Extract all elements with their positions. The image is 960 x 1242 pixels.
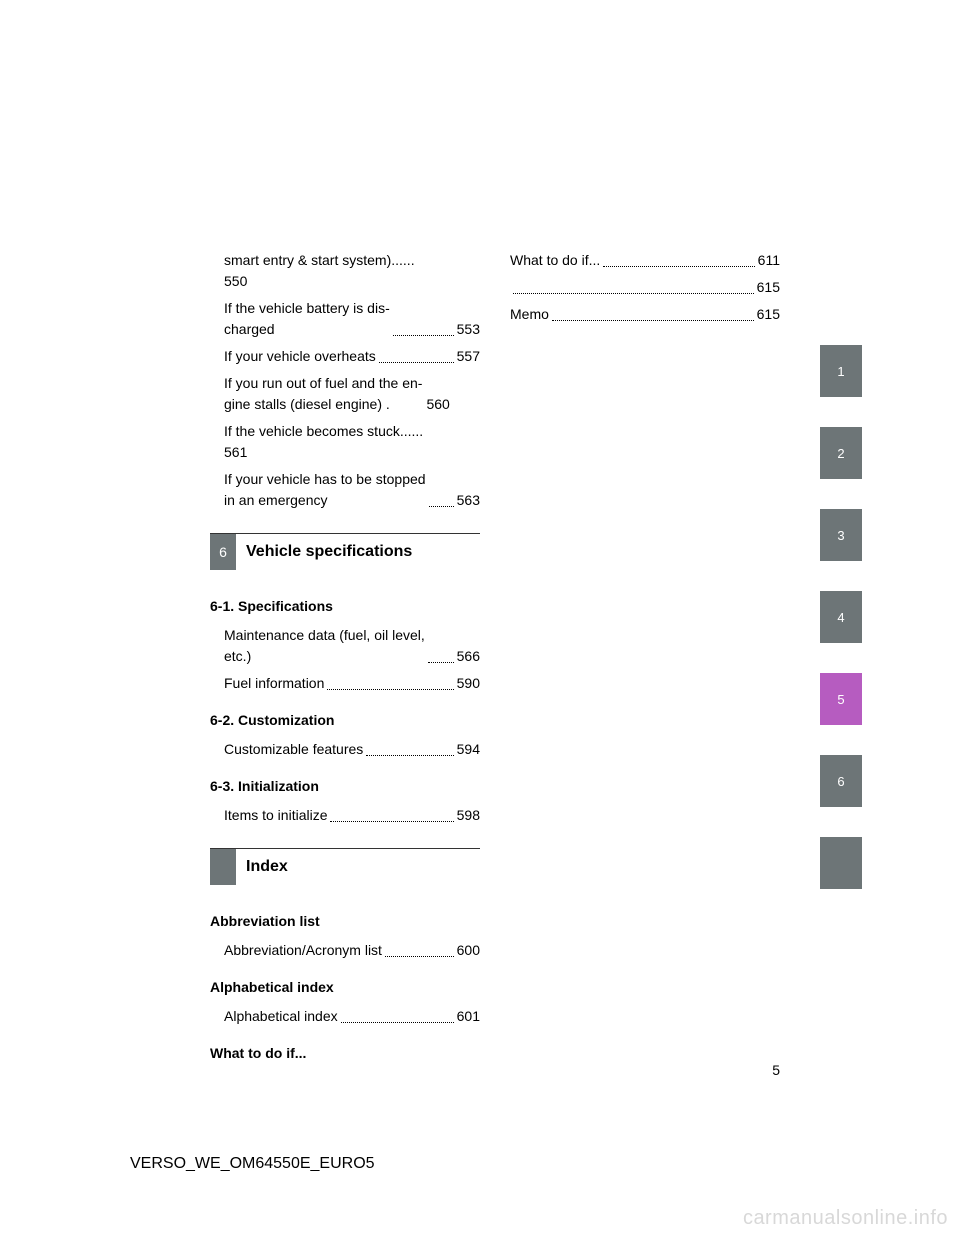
chapter-tab-6[interactable]: 6 [820,755,862,807]
watermark: carmanualsonline.info [743,1207,948,1230]
toc-text: Abbreviation/Acronym list [224,940,382,961]
toc-entry: Alphabetical index 601 [210,1006,480,1027]
toc-dots [379,362,454,363]
toc-dots [393,335,454,336]
chapter-tab-1[interactable]: 1 [820,345,862,397]
toc-text: Alphabetical index [224,1006,338,1027]
toc-page: 611 [758,250,780,271]
chapter-tabs: 1 2 3 4 5 6 [820,345,862,919]
chapter-tab-3[interactable]: 3 [820,509,862,561]
toc-dots [552,320,754,321]
chapter-tab-2[interactable]: 2 [820,427,862,479]
toc-text: Fuel information [224,673,324,694]
toc-text: Items to initialize [224,805,327,826]
toc-entry: If your vehicle has to be stoppedin an e… [210,469,480,511]
toc-entry: Customizable features 594 [210,739,480,760]
toc-page: 566 [457,646,480,667]
left-column: smart entry & start system)...... 550 If… [210,250,480,1072]
toc-entry: smart entry & start system)...... 550 [210,250,480,292]
toc-text: If your vehicle overheats [224,346,376,367]
toc-entry: 615 [510,277,780,298]
toc-text: If your vehicle has to be stoppedin an e… [224,469,426,511]
toc-dots [429,506,454,507]
toc-dots [603,266,754,267]
toc-entry: Maintenance data (fuel, oil level,etc.) … [210,625,480,667]
toc-entry: Fuel information 590 [210,673,480,694]
chapter-tab-5[interactable]: 5 [820,673,862,725]
page: smart entry & start system)...... 550 If… [0,0,960,1242]
section-number: 6 [210,534,236,570]
toc-page: 557 [457,346,480,367]
toc-page: 560 [426,394,449,415]
toc-text: Customizable features [224,739,363,760]
toc-dots [330,821,453,822]
sub-heading: Alphabetical index [210,977,480,998]
toc-page: 600 [457,940,480,961]
section-number-blank [210,849,236,885]
toc-page: 598 [457,805,480,826]
toc-page: 553 [457,319,480,340]
page-number: 5 [772,1062,780,1078]
section-bar-6: 6 Vehicle specifications [210,533,480,570]
toc-page: 615 [757,277,780,298]
toc-dots [513,293,754,294]
toc-text: If the vehicle battery is dis-charged [224,298,390,340]
toc-page: 594 [457,739,480,760]
toc-entry: If the vehicle becomes stuck...... 561 [210,421,480,463]
toc-page: 615 [757,304,780,325]
toc-text: If you run out of fuel and the en-gine s… [224,373,422,415]
section-bar-index: Index [210,848,480,885]
toc-text: What to do if... [510,250,600,271]
toc-entry: Memo 615 [510,304,780,325]
toc-page: 563 [457,490,480,511]
toc-text: Memo [510,304,549,325]
toc-entry: If the vehicle battery is dis-charged 55… [210,298,480,340]
sub-heading: What to do if... [210,1043,480,1064]
toc-text: smart entry & start system)...... [224,252,415,268]
toc-dots [385,956,454,957]
toc-entry: Abbreviation/Acronym list 600 [210,940,480,961]
toc-dots [366,755,453,756]
toc-dots [428,662,454,663]
chapter-tab-4[interactable]: 4 [820,591,862,643]
footer-code: VERSO_WE_OM64550E_EURO5 [130,1155,375,1173]
section-title: Index [236,849,298,885]
toc-entry: Items to initialize 598 [210,805,480,826]
toc-dots [341,1022,454,1023]
toc-page: 561 [224,444,247,460]
toc-entry: If you run out of fuel and the en-gine s… [210,373,480,415]
toc-dots [327,689,453,690]
sub-heading: 6-2. Customization [210,710,480,731]
toc-text: If the vehicle becomes stuck...... [224,423,423,439]
toc-page: 590 [457,673,480,694]
toc-entry: What to do if... 611 [510,250,780,271]
toc-entry: If your vehicle overheats 557 [210,346,480,367]
sub-heading: 6-3. Initialization [210,776,480,797]
right-column: What to do if... 611 615 Memo 615 [510,250,780,1072]
toc-page: 601 [457,1006,480,1027]
chapter-tab-blank[interactable] [820,837,862,889]
section-title: Vehicle specifications [236,534,422,570]
toc-text: Maintenance data (fuel, oil level,etc.) [224,625,425,667]
toc-page: 550 [224,273,247,289]
sub-heading: 6-1. Specifications [210,596,480,617]
sub-heading: Abbreviation list [210,911,480,932]
content-area: smart entry & start system)...... 550 If… [210,250,780,1072]
